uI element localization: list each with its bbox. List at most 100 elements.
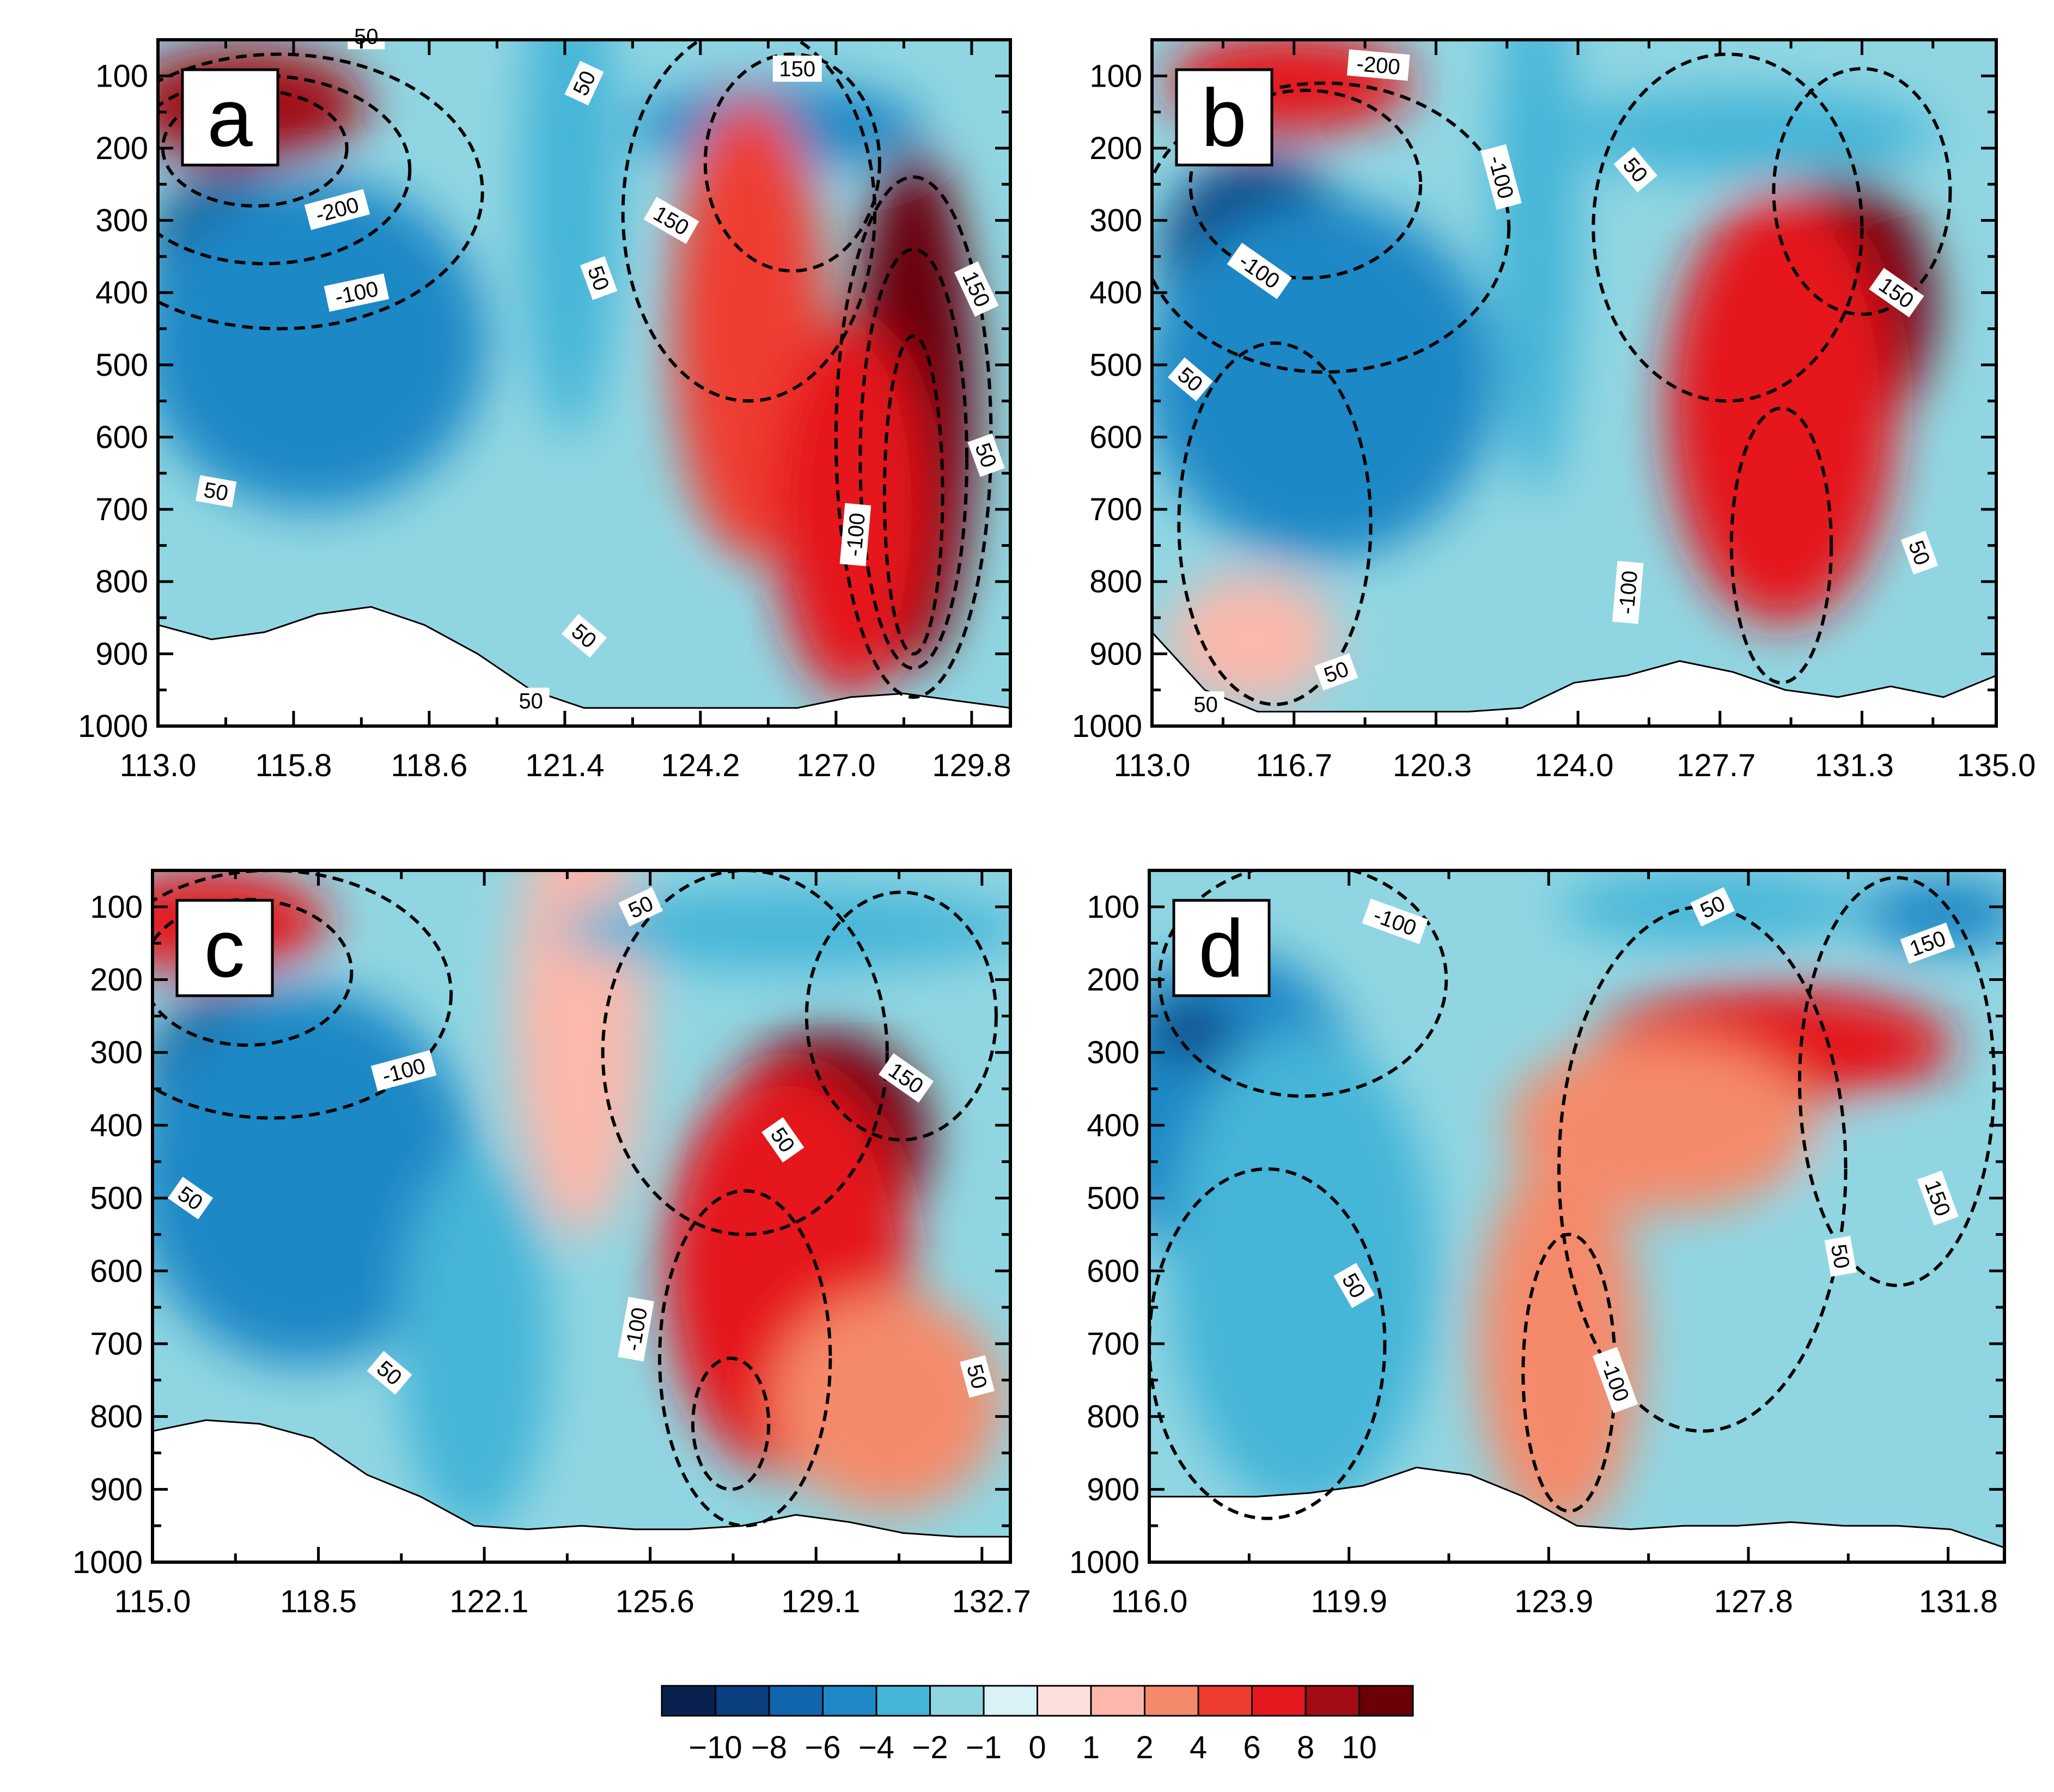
field-anomaly [521, 40, 618, 437]
contour-line [658, 1189, 832, 1528]
y-tick-label: 900 [95, 636, 148, 672]
x-tick-label: 124.0 [1534, 748, 1613, 783]
contour-line [1592, 52, 1864, 403]
colorbar-swatch [1197, 1685, 1253, 1717]
x-tick-label: 115.8 [255, 748, 332, 783]
contour-line [804, 891, 998, 1142]
y-tick-label: 400 [1087, 1108, 1139, 1143]
field-anomaly [1794, 1118, 1938, 1497]
x-axis: 113.0 116.7 120.3 124.0 127.7 131.3 135.0 [1114, 40, 2036, 783]
panel-d: -100 501501505050-10010020030040050060070… [1069, 869, 2006, 1619]
colorbar-swatch [715, 1685, 770, 1717]
x-axis: 113.0 115.8 118.6 121.4 124.2 127.0 129.8 [120, 40, 1011, 783]
contour-label-text: 50 [1193, 693, 1218, 717]
contour-line [158, 74, 412, 266]
y-tick-label: 300 [1087, 1035, 1139, 1070]
contour-label: -100 [1480, 144, 1522, 210]
x-tick-label: 119.9 [1311, 1584, 1387, 1619]
plot-frame [151, 869, 1012, 1564]
contour-label: 150 [772, 56, 822, 82]
colorbar-label: 8 [1297, 1730, 1314, 1765]
colorbar-swatch [1144, 1685, 1199, 1717]
colorbar-label: 1 [1082, 1730, 1100, 1765]
x-tick-label: 132.7 [952, 1584, 1031, 1619]
panel-letter-box: c [175, 899, 274, 997]
y-tick-label: 700 [95, 492, 148, 527]
y-tick-label: 300 [90, 1035, 143, 1070]
panel-letter: d [1198, 903, 1244, 994]
contour-line [691, 1356, 771, 1491]
y-tick-label: 400 [90, 1108, 143, 1143]
x-tick-label: 118.6 [391, 748, 468, 783]
contour-lines [1152, 52, 1952, 706]
panel-letter: c [204, 903, 245, 994]
field-anomaly [579, 552, 696, 697]
colorbar-label: 0 [1028, 1730, 1046, 1765]
field-anomaly [1149, 1001, 1236, 1060]
x-tick-label: 129.1 [781, 1584, 860, 1619]
contour-label-text: -100 [842, 512, 870, 558]
field-anomaly [773, 1293, 1001, 1511]
y-tick-label: 500 [90, 1181, 143, 1216]
x-tick-label: 113.0 [120, 748, 197, 783]
terrain [153, 1419, 1010, 1562]
y-axis: 100 200 300 400 500 600 700 800 900 1000 [1072, 58, 1996, 744]
y-tick-label: 500 [1089, 348, 1142, 383]
colorbar-label: 2 [1136, 1730, 1153, 1765]
y-tick-label: 700 [90, 1326, 143, 1362]
shaded-field [153, 870, 1010, 1562]
x-tick-label: 131.8 [1919, 1584, 1998, 1619]
y-tick-label: 800 [1089, 564, 1142, 600]
colorbar-label: 6 [1243, 1730, 1260, 1765]
field-anomaly [158, 177, 487, 510]
contour-line [601, 870, 889, 1236]
colorbar-swatch [983, 1685, 1038, 1717]
y-tick-label: 1000 [78, 709, 148, 744]
colorbar-swatch [1358, 1685, 1414, 1717]
contour-label-text: -200 [1356, 52, 1401, 80]
x-tick-label: 131.3 [1815, 748, 1894, 783]
x-tick-label: 113.0 [1114, 748, 1191, 783]
y-tick-label: 600 [1087, 1253, 1139, 1289]
field-anomaly [1555, 90, 1939, 177]
y-tick-label: 100 [1087, 889, 1139, 925]
colorbar-label: −4 [858, 1730, 894, 1765]
y-tick-label: 200 [90, 962, 143, 998]
contour-label: 50 [1314, 653, 1358, 691]
x-tick-label: 122.1 [449, 1584, 528, 1619]
y-tick-label: 400 [95, 275, 148, 310]
y-axis: 100 200 300 400 500 600 700 800 900 1000 [1069, 889, 2004, 1580]
contour-label-text: 50 [354, 25, 379, 48]
x-tick-label: 127.7 [1677, 748, 1756, 783]
y-tick-label: 500 [95, 348, 148, 383]
field-anomaly [1152, 198, 1497, 560]
contour-label-text: 150 [779, 57, 815, 81]
contour-line [1557, 905, 1848, 1433]
colorbar-swatch [822, 1685, 877, 1717]
y-tick-label: 1000 [1072, 709, 1142, 744]
contour-line [858, 247, 968, 670]
y-tick-label: 200 [1089, 131, 1142, 166]
y-tick-label: 900 [90, 1472, 143, 1507]
field-anomaly [1861, 877, 2004, 951]
colorbar-swatch [1251, 1685, 1307, 1717]
colorbar-label: −1 [966, 1730, 1002, 1765]
field-anomaly [1167, 574, 1337, 705]
terrain [1149, 1466, 2004, 1562]
y-tick-label: 600 [1089, 419, 1142, 455]
y-tick-label: 100 [95, 58, 148, 94]
contour-line [1152, 81, 1511, 374]
contour-label: -100 [839, 503, 871, 566]
y-tick-label: 700 [1087, 1326, 1139, 1362]
y-tick-label: 300 [95, 203, 148, 239]
y-axis: 100 200 300 400 500 600 700 800 900 1000 [78, 58, 1010, 744]
colorbar: −10 −8 −6 −4 −2 −1 0 1 2 4 6 8 10 [661, 1685, 1414, 1765]
x-tick-label: 116.7 [1255, 748, 1332, 783]
contour-label: 50 [1900, 531, 1939, 575]
contour-label-text: 50 [519, 690, 543, 714]
colorbar-swatch [1305, 1685, 1360, 1717]
plot-frame [1150, 38, 1998, 728]
colorbar-label: −8 [751, 1730, 787, 1765]
